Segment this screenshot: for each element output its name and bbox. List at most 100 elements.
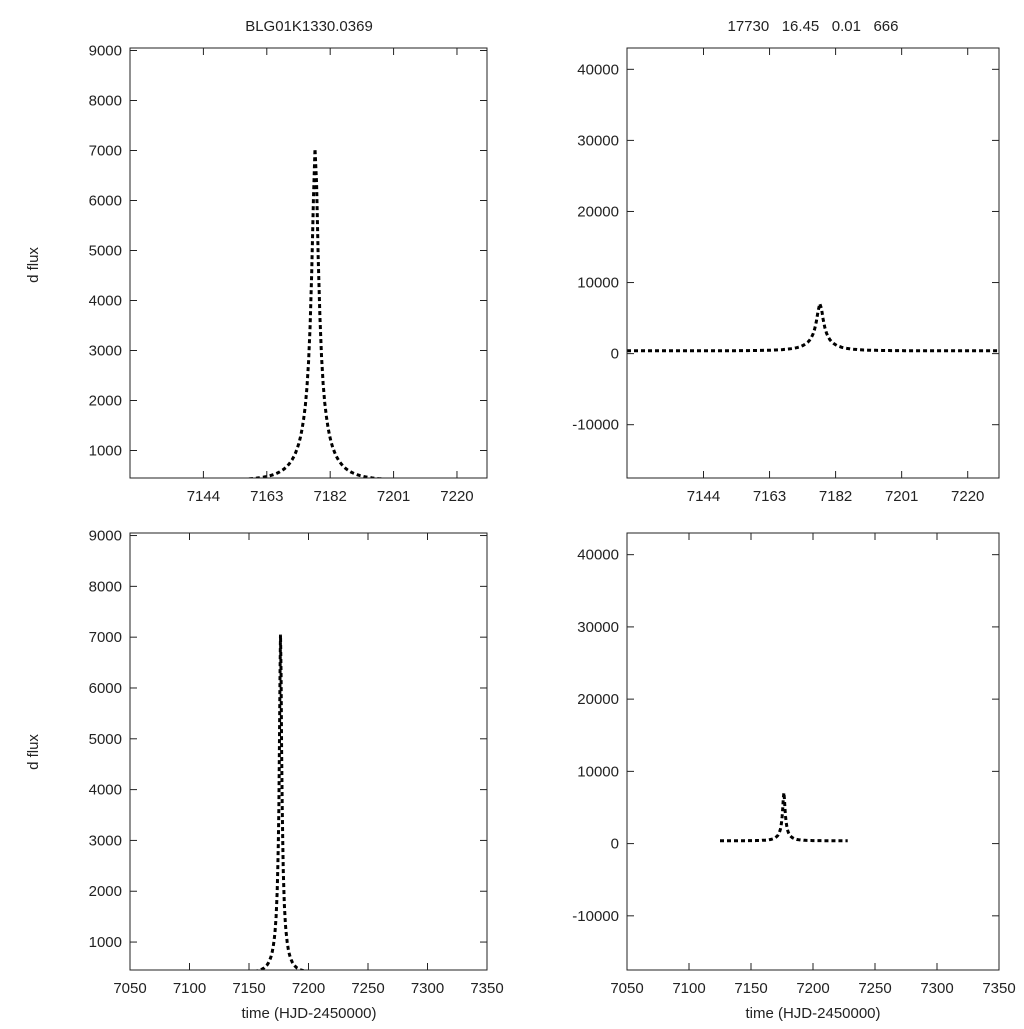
data-point — [145, 0, 150, 2]
data-point — [219, 0, 224, 2]
data-point — [851, 0, 856, 2]
data-point — [751, 0, 756, 2]
data-point — [852, 0, 857, 2]
data-point — [342, 0, 347, 2]
data-point — [223, 0, 228, 2]
data-point — [197, 0, 202, 2]
data-point — [337, 0, 342, 2]
data-point — [654, 0, 659, 2]
data-point — [905, 0, 910, 2]
data-point — [827, 0, 832, 2]
data-point — [383, 0, 388, 2]
data-point — [313, 0, 318, 2]
data-point — [295, 0, 300, 2]
data-point — [225, 0, 230, 2]
data-point — [294, 0, 299, 2]
data-point — [262, 0, 267, 2]
data-point — [303, 0, 308, 2]
data-point — [462, 0, 467, 2]
data-point — [271, 0, 276, 2]
data-point — [313, 0, 318, 2]
data-point — [750, 0, 755, 2]
data-point — [347, 0, 352, 2]
data-point — [850, 0, 855, 2]
data-point — [429, 0, 434, 2]
data-point — [243, 0, 248, 2]
data-point — [300, 0, 305, 2]
data-point — [863, 0, 868, 2]
data-point — [321, 0, 326, 2]
data-point — [269, 0, 274, 2]
data-point — [947, 0, 952, 2]
data-point — [310, 0, 315, 2]
data-point — [355, 0, 360, 2]
data-point — [372, 0, 377, 2]
data-point — [271, 0, 276, 2]
data-point — [176, 0, 181, 2]
data-point — [274, 0, 279, 2]
data-point — [958, 0, 963, 2]
data-point — [371, 0, 376, 2]
data-point — [223, 0, 228, 2]
data-point — [918, 0, 923, 2]
data-point — [860, 0, 865, 2]
data-point — [401, 0, 406, 2]
data-point — [716, 0, 721, 2]
data-point — [193, 0, 198, 2]
data-point — [373, 0, 378, 2]
data-point — [861, 0, 866, 2]
data-point — [207, 0, 212, 2]
data-point — [360, 0, 365, 2]
data-point — [266, 0, 271, 2]
data-point — [818, 0, 823, 2]
data-point — [361, 0, 366, 2]
data-point — [954, 0, 959, 2]
data-point — [376, 0, 381, 2]
data-point — [839, 0, 844, 2]
data-point — [288, 0, 293, 2]
data-point — [381, 0, 386, 2]
data-point — [293, 0, 298, 2]
data-point — [946, 0, 951, 2]
data-point — [720, 0, 725, 2]
data-point — [432, 0, 437, 2]
data-point — [266, 0, 271, 2]
data-point — [297, 0, 302, 2]
data-point — [964, 0, 969, 2]
data-points-bottom-left — [134, 0, 447, 2]
data-point — [382, 0, 387, 2]
data-point — [251, 0, 256, 2]
data-point — [348, 0, 353, 2]
data-point — [360, 0, 365, 2]
data-point — [299, 0, 304, 2]
data-point — [360, 0, 365, 2]
data-point — [823, 0, 828, 2]
data-point — [156, 0, 161, 2]
data-point — [294, 0, 299, 2]
data-point — [703, 0, 708, 2]
data-point — [255, 0, 260, 2]
data-point — [285, 0, 290, 2]
data-point — [298, 0, 303, 2]
data-point — [275, 0, 280, 2]
data-point — [206, 0, 211, 2]
data-point — [834, 0, 839, 2]
data-point — [770, 0, 775, 2]
data-point — [352, 0, 357, 2]
data-point — [844, 0, 849, 2]
data-point — [713, 0, 718, 2]
data-point — [276, 0, 281, 2]
data-point — [284, 0, 289, 2]
data-point — [172, 0, 177, 2]
data-point — [804, 0, 809, 2]
data-point — [297, 0, 302, 2]
data-point — [654, 0, 659, 2]
data-point — [302, 0, 307, 2]
data-point — [977, 0, 982, 2]
data-point — [807, 0, 812, 2]
data-point — [950, 0, 955, 2]
data-point — [203, 0, 208, 2]
data-point — [893, 0, 898, 2]
data-point — [785, 0, 790, 2]
data-point — [849, 0, 854, 2]
